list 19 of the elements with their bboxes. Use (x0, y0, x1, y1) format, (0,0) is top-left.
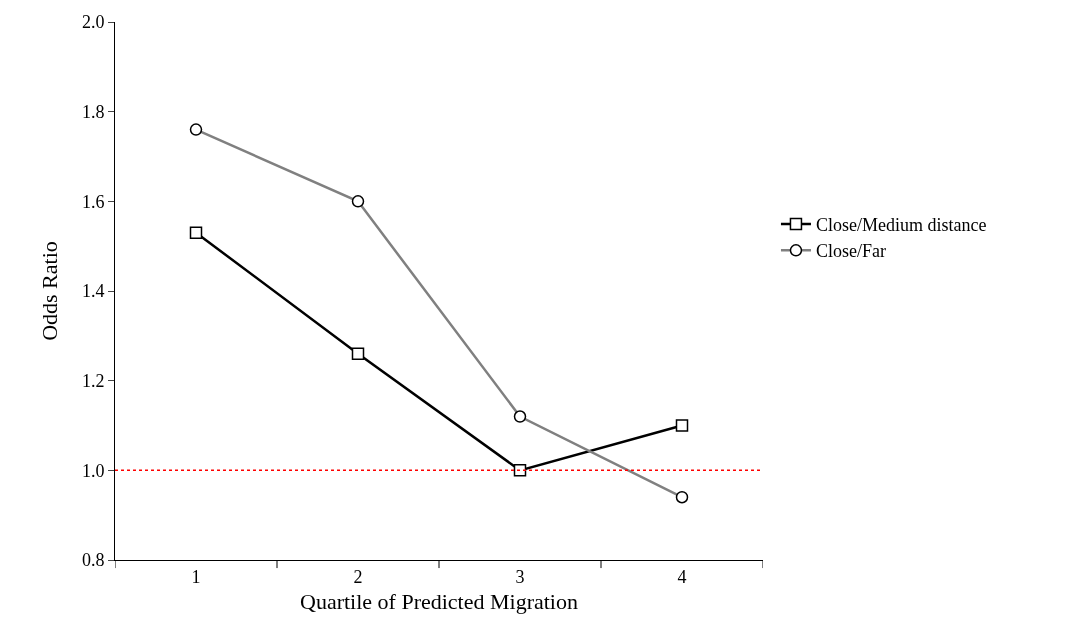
x-tick-label: 2 (353, 566, 363, 587)
y-tick-label: 1.2 (81, 370, 105, 391)
point (513, 464, 527, 477)
point (351, 347, 365, 361)
x-tick-label: 4 (677, 566, 687, 587)
y-tick-label: 1.8 (81, 101, 105, 122)
point (189, 226, 203, 239)
x-axis-title: Quartile of Predicted Migration (300, 589, 578, 615)
y-tick-label: 0.8 (81, 550, 105, 571)
point (675, 419, 689, 432)
legend-label: Close/Medium distance (815, 214, 987, 235)
y-tick-label: 1.0 (81, 460, 105, 481)
y-tick-label: 1.6 (81, 191, 105, 212)
legend-label: Close/Far (815, 241, 886, 262)
y-tick-label: 1.4 (81, 281, 105, 302)
x-tick-label: 1 (191, 566, 201, 587)
x-tick-label: 3 (515, 566, 525, 587)
y-axis-title: Odds Ratio (36, 241, 62, 341)
y-tick-label: 2.0 (81, 12, 105, 33)
